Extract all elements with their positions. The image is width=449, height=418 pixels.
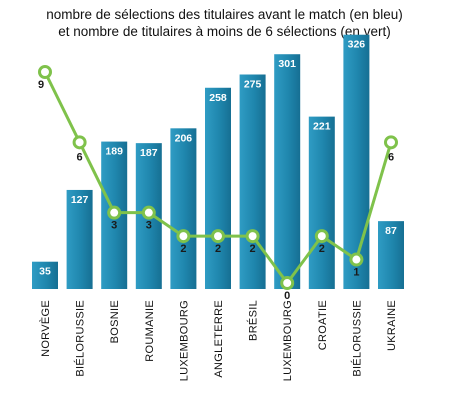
- x-tick-label: LUXEMBOURG: [282, 300, 294, 381]
- x-tick-label: LUXEMBOURG: [178, 300, 190, 381]
- line-point: [141, 205, 156, 220]
- line-point: [38, 65, 52, 79]
- line-point: [314, 229, 329, 244]
- bar-value-label: 221: [313, 121, 331, 133]
- bar: [274, 54, 301, 289]
- line-point: [280, 276, 295, 290]
- point-value-label: 2: [180, 243, 186, 255]
- chart-title-line-2: et nombre de titulaires à moins de 6 sél…: [58, 24, 391, 39]
- bar: [308, 116, 335, 290]
- bar: [170, 128, 197, 289]
- line-point: [211, 229, 225, 244]
- point-value-label: 3: [146, 220, 152, 232]
- bar-value-label: 326: [348, 39, 366, 51]
- line-layer: 9 6 3 3 2 2 2 0 2 1 6: [38, 65, 398, 302]
- bar-value-label: 301: [278, 58, 296, 70]
- bar-value-label: 187: [140, 147, 158, 159]
- x-tick-label: ROUMANIE: [144, 300, 156, 362]
- x-tick-label: CROATIE: [317, 300, 329, 350]
- point-value-label: 6: [77, 151, 83, 163]
- x-tick-label: BOSNIE: [109, 300, 121, 343]
- bar-value-label: 258: [209, 92, 227, 104]
- point-value-label: 1: [353, 267, 359, 279]
- bar-value-label: 206: [175, 132, 193, 144]
- bar-value-label: 35: [39, 266, 51, 278]
- line-point: [107, 205, 122, 220]
- point-value-label: 2: [319, 243, 325, 255]
- bar-value-label: 127: [71, 194, 89, 206]
- point-value-label: 0: [284, 290, 290, 302]
- bar: [239, 74, 266, 289]
- line-point: [72, 135, 87, 150]
- chart-title: nombre de sélections des titulaires avan…: [0, 6, 449, 40]
- bar-value-label: 87: [385, 225, 397, 237]
- point-value-label: 6: [388, 151, 394, 163]
- chart-title-line-1: nombre de sélections des titulaires avan…: [46, 7, 403, 22]
- x-tick-label: BIÉLORUSSIE: [350, 300, 363, 377]
- bar: [378, 221, 404, 289]
- bar: [66, 189, 93, 289]
- x-tick-label: NORVÈGE: [39, 300, 52, 357]
- point-value-label: 9: [38, 79, 44, 91]
- point-value-label: 2: [250, 243, 256, 255]
- bar-value-label: 275: [244, 79, 262, 91]
- line-point: [176, 229, 191, 244]
- x-tick-label: UKRAINE: [386, 300, 398, 351]
- bar: [205, 87, 231, 289]
- bar-value-label: 189: [105, 146, 123, 158]
- bar: [32, 261, 58, 289]
- x-tick-label: BIÉLORUSSIE: [74, 300, 87, 377]
- line-point: [245, 229, 260, 244]
- point-value-label: 2: [215, 243, 221, 255]
- x-tick-label: ANGLETERRE: [213, 300, 225, 378]
- point-value-label: 3: [111, 220, 117, 232]
- line-point: [384, 135, 398, 150]
- bar: [343, 34, 370, 289]
- x-tick-label: BRÉSIL: [247, 300, 260, 341]
- line-point: [349, 252, 364, 267]
- category-labels: NORVÈGE BIÉLORUSSIE BOSNIE ROUMANIE LUXEMBOU…: [39, 300, 398, 381]
